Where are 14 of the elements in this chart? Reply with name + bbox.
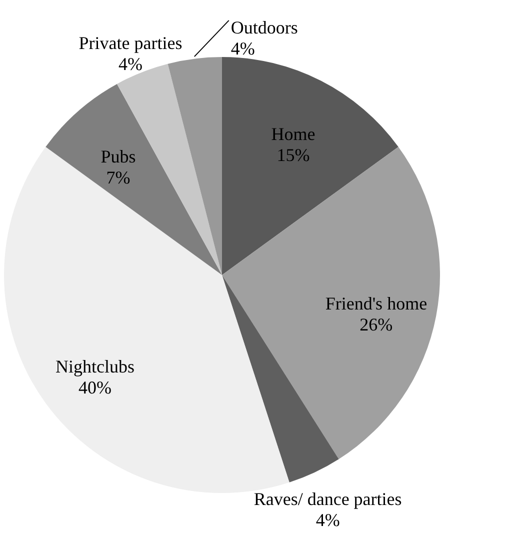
- slice-label: Pubs: [100, 146, 136, 166]
- data-label: 40%: [78, 377, 112, 398]
- slice-label: Outdoors: [230, 17, 298, 38]
- slice-label: Raves/ dance parties: [254, 488, 402, 509]
- slice-label: Private parties: [78, 32, 182, 53]
- slice-label: Nightclubs: [56, 356, 135, 376]
- data-label: 15%: [276, 145, 310, 166]
- data-label: 4%: [230, 38, 255, 58]
- data-label: 26%: [360, 314, 393, 334]
- data-label: 4%: [316, 510, 340, 530]
- slice-label: Home: [271, 124, 316, 144]
- data-label: 7%: [106, 167, 130, 188]
- slice-label: Friend's home: [325, 293, 428, 314]
- data-label: 4%: [118, 54, 143, 74]
